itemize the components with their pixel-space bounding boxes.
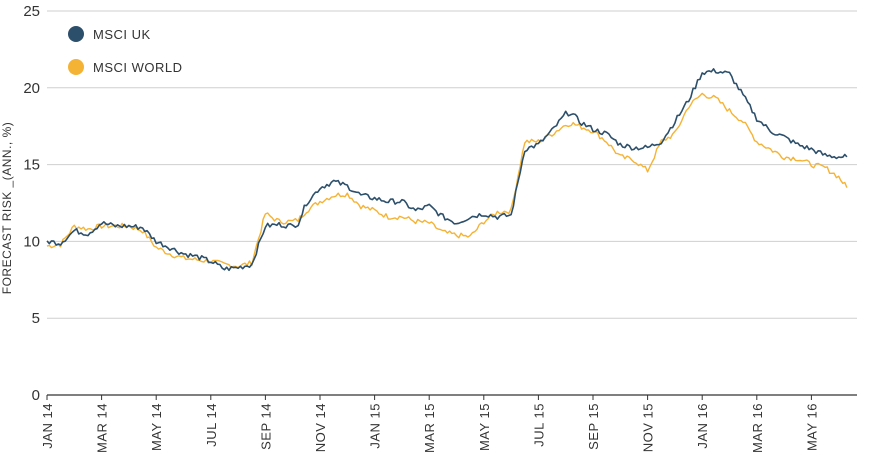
y-tick-label: 15: [23, 157, 40, 174]
legend-label-msci-world: MSCI WORLD: [93, 60, 183, 75]
y-tick-label: 0: [32, 387, 40, 404]
x-tick-label: NOV 14: [313, 403, 328, 452]
x-tick-label: MAR 14: [95, 403, 110, 453]
gridlines: [47, 10, 857, 319]
series-line-msci-world: [46, 92, 848, 269]
x-tick-label: JUL 14: [204, 403, 219, 447]
legend-swatch-msci-world: [68, 59, 84, 75]
x-tick-label: MAR 16: [750, 403, 765, 453]
x-axis-ticks: JAN 14 MAR 14 MAY 14 JUL 14 SEP 14 NOV 14 JAN …: [40, 395, 819, 453]
y-tick-label: 5: [32, 310, 40, 327]
legend-swatch-msci-uk: [68, 26, 84, 42]
legend: MSCI UK MSCI WORLD: [68, 26, 183, 75]
y-axis-ticks: 0 5 10 15 20 25: [23, 3, 40, 404]
x-tick-label: SEP 14: [258, 403, 273, 450]
series-lines: [46, 68, 848, 272]
x-tick-label: JUL 15: [531, 403, 546, 447]
y-axis-label: FORECAST RISK _(ANN., %): [0, 122, 14, 294]
y-tick-label: 25: [23, 3, 40, 20]
x-tick-label: MAY 14: [149, 403, 164, 451]
series-line-msci-uk: [46, 68, 848, 272]
x-tick-label: MAY 16: [804, 403, 819, 451]
x-tick-label: NOV 15: [641, 403, 656, 452]
x-tick-label: JAN 15: [368, 403, 383, 449]
x-tick-label: MAY 15: [477, 403, 492, 451]
x-tick-label: MAR 15: [422, 403, 437, 453]
x-tick-label: JAN 16: [695, 403, 710, 449]
y-tick-label: 10: [23, 233, 40, 250]
legend-label-msci-uk: MSCI UK: [93, 27, 151, 42]
y-tick-label: 20: [23, 80, 40, 97]
x-tick-label: JAN 14: [40, 403, 55, 449]
x-tick-label: SEP 15: [586, 403, 601, 450]
